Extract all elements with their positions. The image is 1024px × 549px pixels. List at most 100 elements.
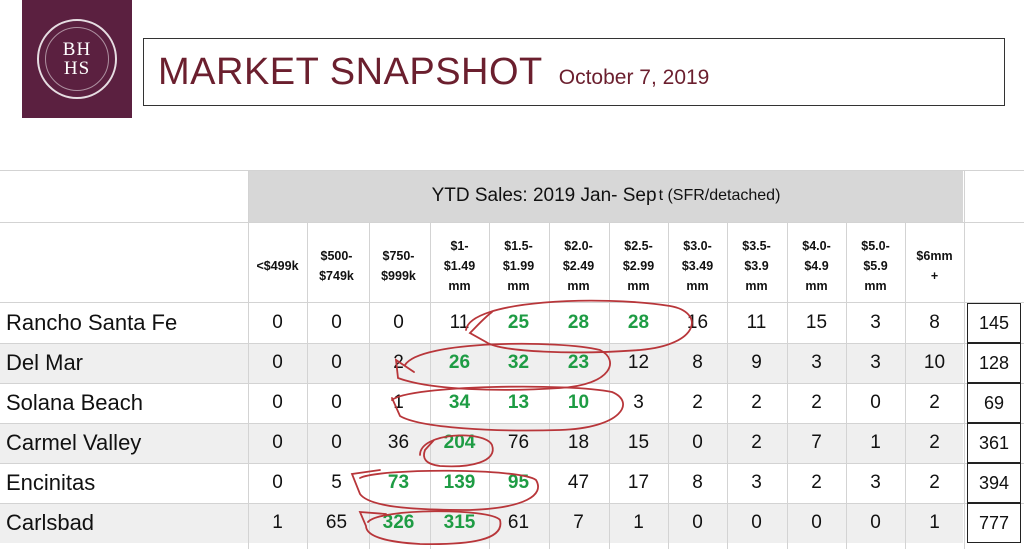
column-header: $2.0- $2.49 mm [562, 239, 595, 293]
table-cell: 0 [870, 512, 881, 533]
table-cell: 16 [686, 312, 709, 333]
column-header: $1.5- $1.99 mm [502, 239, 535, 293]
table-cell: 0 [692, 432, 703, 453]
table-cell: 28 [627, 312, 650, 333]
table-cell: 2 [929, 392, 940, 413]
table-cell: 0 [751, 512, 762, 533]
table-cell: 8 [929, 312, 940, 333]
logo-monogram: BH HS [63, 40, 91, 78]
table-cell: 0 [331, 352, 342, 373]
table-cell: 76 [507, 432, 530, 453]
table-cell: 2 [811, 392, 822, 413]
row-total: 361 [967, 423, 1021, 463]
table-cell: 139 [443, 472, 476, 493]
title-box: MARKET SNAPSHOT October 7, 2019 [143, 38, 1005, 106]
ytd-title-suffix: t (SFR/detached) [658, 187, 781, 204]
table-cell: 32 [507, 352, 530, 373]
row-label: Carlsbad [6, 510, 95, 535]
grid-line-horizontal [0, 222, 1024, 223]
table-cell: 3 [870, 472, 881, 493]
ytd-group-header: YTD Sales: 2019 Jan- Sep t (SFR/detached) [248, 170, 963, 222]
table-cell: 12 [627, 352, 650, 373]
table-cell: 1 [272, 512, 283, 533]
table-cell: 0 [272, 392, 283, 413]
table-cell: 36 [387, 432, 410, 453]
table-cell: 65 [325, 512, 348, 533]
table-cell: 0 [272, 352, 283, 373]
report-date: October 7, 2019 [558, 66, 710, 89]
table-cell: 0 [692, 512, 703, 533]
table-cell: 73 [387, 472, 410, 493]
table-cell: 0 [331, 312, 342, 333]
grid-line-horizontal [0, 463, 1024, 464]
table-cell: 15 [627, 432, 650, 453]
table-cell: 9 [751, 352, 762, 373]
logo-emblem: BH HS [37, 19, 117, 99]
table-cell: 1 [870, 432, 881, 453]
table-cell: 15 [805, 312, 828, 333]
table-cell: 3 [870, 352, 881, 373]
grid-line-vertical [964, 170, 965, 549]
row-total: 394 [967, 463, 1021, 503]
ytd-title: YTD Sales: 2019 Jan- Sep [431, 185, 657, 206]
table-cell: 0 [331, 432, 342, 453]
table-cell: 3 [811, 352, 822, 373]
row-label: Rancho Santa Fe [6, 310, 178, 335]
table-cell: 17 [627, 472, 650, 493]
table-cell: 1 [929, 512, 940, 533]
table-cell: 326 [382, 512, 415, 533]
table-cell: 0 [272, 312, 283, 333]
table-cell: 13 [507, 392, 530, 413]
table-cell: 204 [443, 432, 476, 453]
column-header: $3.0- $3.49 mm [681, 239, 714, 293]
table-cell: 2 [751, 392, 762, 413]
column-header: $6mm + [916, 249, 953, 283]
row-total: 145 [967, 303, 1021, 343]
table-cell: 2 [811, 472, 822, 493]
column-header: $5.0- $5.9 mm [861, 239, 890, 293]
page-title: MARKET SNAPSHOT [158, 51, 543, 93]
row-total: 128 [967, 343, 1021, 383]
table-cell: 2 [929, 472, 940, 493]
bhhs-logo: BH HS [22, 0, 132, 118]
table-cell: 47 [567, 472, 590, 493]
row-label: Encinitas [6, 470, 96, 495]
row-label: Carmel Valley [6, 430, 142, 455]
column-header: $500- $749k [319, 249, 354, 283]
table-cell: 11 [746, 312, 767, 333]
table-cell: 0 [272, 432, 283, 453]
table-cell: 2 [692, 392, 703, 413]
table-cell: 10 [923, 352, 946, 373]
table-cell: 18 [567, 432, 590, 453]
grid-line-vertical [846, 222, 847, 549]
table-cell: 23 [567, 352, 590, 373]
row-label: Solana Beach [6, 390, 143, 415]
table-cell: 7 [573, 512, 584, 533]
logo-line-1: BH [62, 39, 92, 60]
table-cell: 25 [507, 312, 530, 333]
table-cell: 7 [811, 432, 822, 453]
table-cell: 0 [393, 312, 404, 333]
column-header: $750- $999k [381, 249, 416, 283]
grid-line-vertical [727, 222, 728, 549]
row-total: 777 [967, 503, 1021, 543]
grid-line-vertical [905, 222, 906, 549]
sales-table: YTD Sales: 2019 Jan- Sep t (SFR/detached)… [0, 170, 1024, 549]
table-cell: 95 [507, 472, 530, 493]
table-cell: 3 [633, 392, 644, 413]
grid-line-vertical [787, 222, 788, 549]
table-cell: 11 [449, 312, 470, 333]
table-cell: 8 [692, 352, 703, 373]
table-cell: 26 [448, 352, 471, 373]
table-cell: 10 [567, 392, 590, 413]
table-cell: 3 [870, 312, 881, 333]
grid-line-horizontal [0, 170, 1024, 171]
column-header: $3.5- $3.9 mm [742, 239, 771, 293]
table-cell: 0 [811, 512, 822, 533]
row-total: 69 [967, 383, 1021, 423]
column-header: $4.0- $4.9 mm [802, 239, 831, 293]
table-cell: 2 [929, 432, 940, 453]
table-cell: 0 [272, 472, 283, 493]
table-cell: 61 [507, 512, 530, 533]
column-header: $1- $1.49 mm [443, 239, 476, 293]
